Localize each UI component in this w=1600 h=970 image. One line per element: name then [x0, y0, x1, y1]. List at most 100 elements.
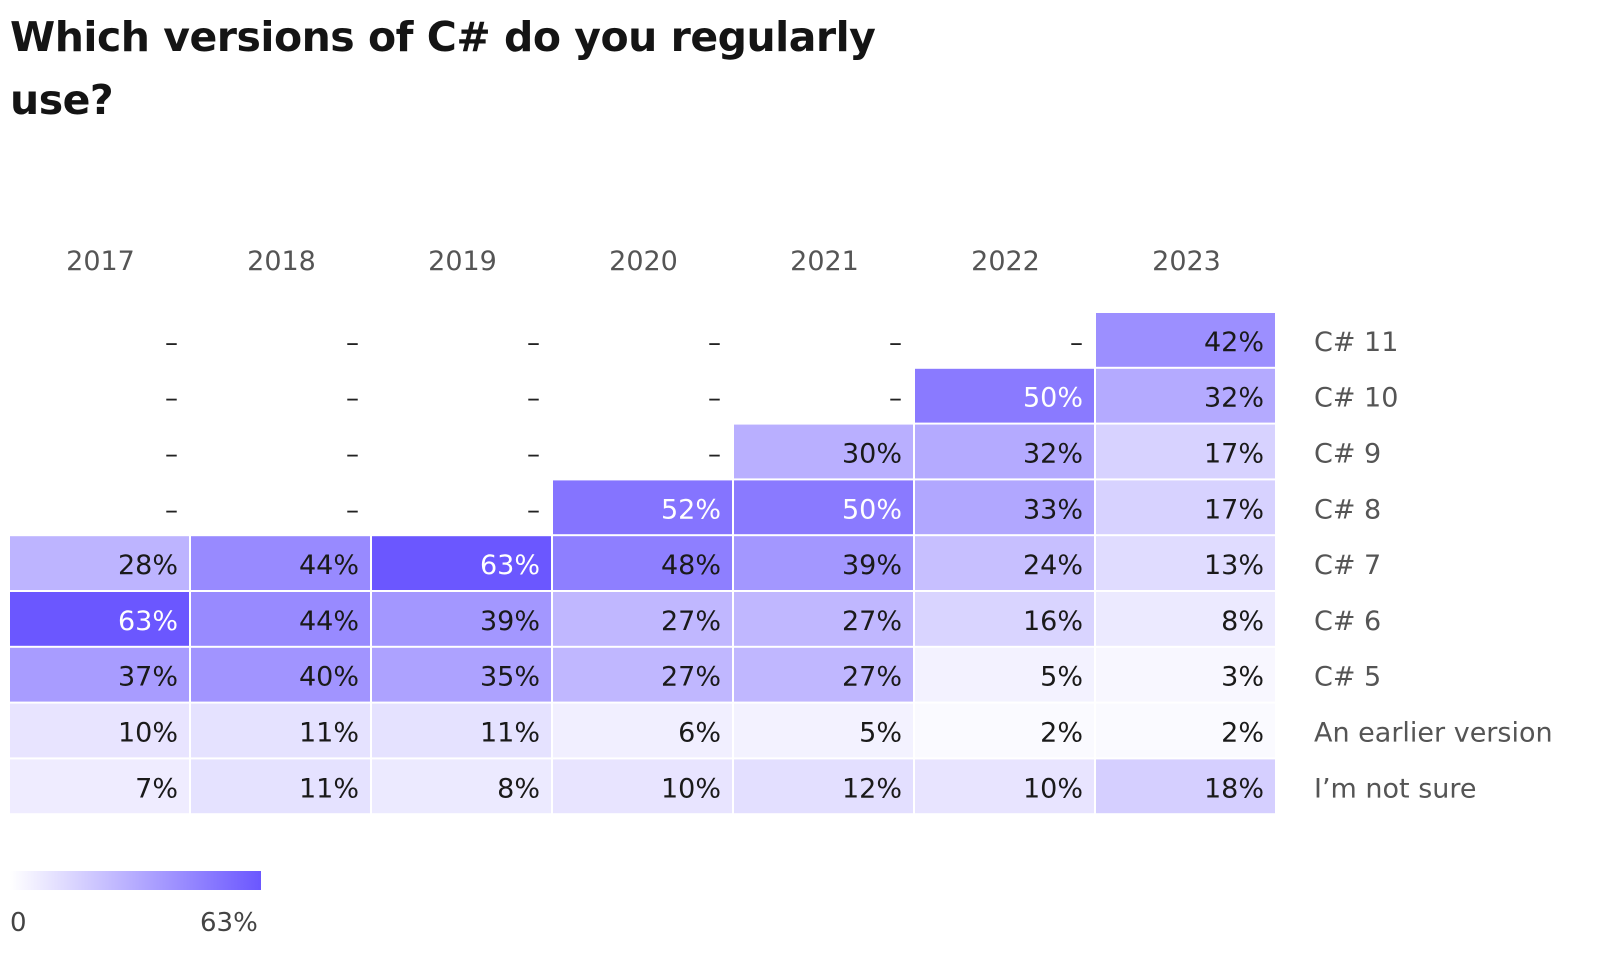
- heatmap-cell: [553, 759, 732, 814]
- cell-value-label: 11%: [480, 718, 540, 749]
- heatmap-cell: [10, 536, 189, 590]
- cell-value-label: 44%: [299, 606, 359, 637]
- heatmap-cell: [734, 536, 913, 590]
- heatmap-cell: [734, 759, 913, 814]
- missing-cell: –: [346, 495, 359, 525]
- column-header-2020: 2020: [609, 246, 678, 277]
- cell-value-label: 2%: [1040, 718, 1083, 749]
- cell-value-label: 30%: [842, 439, 902, 470]
- heatmap-cell: [734, 592, 913, 646]
- missing-cell: –: [165, 495, 178, 525]
- heatmap-cell: [1096, 759, 1275, 814]
- column-header-2022: 2022: [971, 246, 1040, 277]
- row-label-c-5: C# 5: [1314, 662, 1381, 693]
- cell-value-label: 52%: [661, 494, 721, 525]
- heatmap-cell: [553, 703, 732, 758]
- cell-value-label: 32%: [1023, 439, 1083, 470]
- legend-max-label: 63%: [200, 908, 258, 938]
- heatmap-cell: [1096, 480, 1275, 535]
- heatmap-cell: [553, 592, 732, 646]
- heatmap-cell: [915, 480, 1094, 535]
- cell-value-label: 13%: [1204, 550, 1264, 581]
- cell-value-label: 27%: [661, 662, 721, 693]
- heatmap-cell: [915, 368, 1094, 423]
- heatmap-cell: [1096, 368, 1275, 423]
- heatmap-chart: 2017 2018 2019 2020 2021 2022 2023 C# 11 – – – – – – 4…: [10, 246, 1553, 814]
- cell-value-label: 17%: [1204, 439, 1264, 470]
- row-label-c-6: C# 6: [1314, 606, 1381, 637]
- cell-value-label: 32%: [1204, 383, 1264, 414]
- cell-value-label: 63%: [118, 606, 178, 637]
- cell-value-label: 5%: [859, 718, 902, 749]
- cell-value-label: 10%: [1023, 773, 1083, 804]
- heatmap-cell: [734, 424, 913, 479]
- cell-value-label: 10%: [661, 773, 721, 804]
- heatmap-cell: [191, 536, 370, 590]
- heatmap-cell: [915, 703, 1094, 758]
- cell-value-label: 7%: [135, 773, 178, 804]
- column-header-2018: 2018: [247, 246, 316, 277]
- missing-cell: –: [889, 384, 902, 414]
- heatmap-cell: [1096, 536, 1275, 590]
- row-label-i-m-not-sure: I’m not sure: [1314, 773, 1477, 804]
- cell-value-label: 17%: [1204, 494, 1264, 525]
- missing-cell: –: [708, 384, 721, 414]
- cell-value-label: 42%: [1204, 327, 1264, 358]
- cell-value-label: 50%: [1023, 383, 1083, 414]
- cell-value-label: 11%: [299, 773, 359, 804]
- missing-cell: –: [527, 495, 540, 525]
- heatmap-cell: [1096, 313, 1275, 367]
- heatmap-cell: [10, 647, 189, 702]
- row-label-c-7: C# 7: [1314, 550, 1381, 581]
- missing-cell: –: [708, 440, 721, 470]
- row-label-c-10: C# 10: [1314, 383, 1398, 414]
- missing-cell: –: [889, 328, 902, 358]
- missing-cell: –: [527, 384, 540, 414]
- row-label-c-11: C# 11: [1314, 327, 1398, 358]
- cell-value-label: 3%: [1221, 662, 1264, 693]
- missing-cell: –: [708, 328, 721, 358]
- cell-value-label: 35%: [480, 662, 540, 693]
- cell-value-label: 40%: [299, 662, 359, 693]
- missing-cell: –: [165, 328, 178, 358]
- heatmap-cell: [1096, 592, 1275, 646]
- row-label-c-8: C# 8: [1314, 494, 1381, 525]
- cell-value-label: 33%: [1023, 494, 1083, 525]
- heatmap-cell: [915, 647, 1094, 702]
- heatmap-cell: [1096, 647, 1275, 702]
- cell-value-label: 63%: [480, 550, 540, 581]
- heatmap-cell: [372, 647, 551, 702]
- cell-value-label: 37%: [118, 662, 178, 693]
- heatmap-cell: [10, 759, 189, 814]
- heatmap-cell: [191, 703, 370, 758]
- heatmap-cell: [734, 703, 913, 758]
- cell-value-label: 11%: [299, 718, 359, 749]
- heatmap-cell: [372, 703, 551, 758]
- cell-value-label: 6%: [678, 718, 721, 749]
- missing-cell: –: [346, 440, 359, 470]
- cell-value-label: 2%: [1221, 718, 1264, 749]
- heatmap-cell: [191, 647, 370, 702]
- cell-value-label: 27%: [842, 606, 902, 637]
- cell-value-label: 27%: [661, 606, 721, 637]
- cell-value-label: 28%: [118, 550, 178, 581]
- cell-value-label: 24%: [1023, 550, 1083, 581]
- row-label-c-9: C# 9: [1314, 439, 1381, 470]
- cell-value-label: 44%: [299, 550, 359, 581]
- heatmap-cell: [372, 592, 551, 646]
- missing-cell: –: [165, 384, 178, 414]
- legend-min-label: 0: [10, 908, 27, 938]
- cell-value-label: 18%: [1204, 773, 1264, 804]
- missing-cell: –: [527, 440, 540, 470]
- missing-cell: –: [346, 328, 359, 358]
- heatmap-cell: [915, 592, 1094, 646]
- cell-value-label: 39%: [480, 606, 540, 637]
- cell-value-label: 8%: [1221, 606, 1264, 637]
- missing-cell: –: [1070, 328, 1083, 358]
- heatmap-cell: [553, 536, 732, 590]
- heatmap-cell: [372, 759, 551, 814]
- missing-cell: –: [165, 440, 178, 470]
- cell-value-label: 16%: [1023, 606, 1083, 637]
- heatmap-cell: [915, 536, 1094, 590]
- heatmap-cell: [734, 480, 913, 535]
